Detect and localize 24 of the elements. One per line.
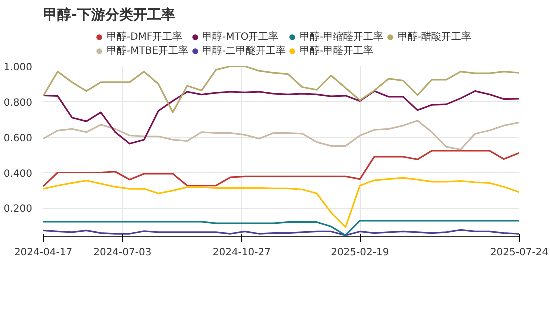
x-tick-label: 2025-07-24 [490, 248, 549, 258]
x-tick-label: 2025-02-19 [331, 248, 390, 258]
legend-label: 甲醇-DMF开工率 [107, 30, 183, 44]
legend-label: 甲醇-MTBE开工率 [107, 44, 189, 58]
legend-label: 甲醇-醋酸开工率 [398, 30, 472, 44]
y-tick-label: 0.800 [4, 98, 33, 109]
y-tick-label: 1.000 [4, 62, 33, 74]
x-tick-label: 2024-07-03 [94, 248, 152, 258]
line-series [44, 90, 520, 145]
x-tick-label: 2024-04-17 [14, 248, 73, 258]
chart-title: 甲醇-下游分类开工率 [44, 6, 176, 24]
y-tick-label: 0.200 [4, 204, 33, 216]
legend-label: 甲醇-二甲醚开工率 [202, 44, 286, 58]
x-tick-label: 2024-10-27 [212, 248, 271, 258]
y-tick-label: 0.600 [4, 133, 33, 144]
legend-label: 甲醇-甲缩醛开工率 [300, 30, 384, 44]
line-series [44, 66, 520, 114]
legend-label: 甲醇-MTO开工率 [202, 30, 279, 44]
legend-label: 甲醇-甲醛开工率 [300, 44, 374, 58]
line-series [44, 150, 520, 188]
line-series [44, 220, 520, 236]
y-tick-label: 0.400 [4, 168, 33, 180]
line-series [44, 177, 520, 228]
line-series [44, 120, 520, 151]
